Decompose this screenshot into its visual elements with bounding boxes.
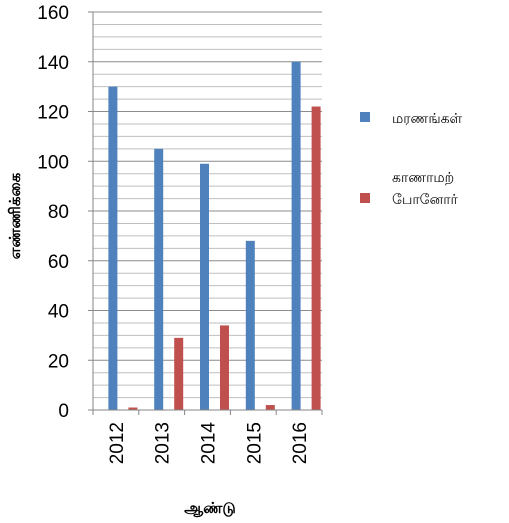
y-tick-label: 140 (37, 53, 69, 74)
bars (108, 61, 321, 411)
bar-2016-series-2 (311, 106, 321, 411)
y-tick-label: 0 (58, 401, 69, 422)
bar-2012-series-2 (128, 407, 138, 410)
bar-2015-series-1 (245, 240, 255, 410)
y-tick-labels: 0 20 40 60 80 100 120 140 160 (37, 3, 93, 422)
legend: மரணங்கள் காணாமற் போனோர் (360, 111, 463, 208)
bar-2014-series-1 (200, 163, 209, 410)
legend-label-series-2: காணாமற் போனோர் (392, 170, 459, 208)
x-tick-labels: 2012 2013 2014 2015 2016 (92, 410, 323, 465)
x-tick-label: 2014 (199, 422, 220, 465)
legend-swatch-series-2 (360, 193, 370, 203)
legend-swatch-series-1 (360, 112, 370, 122)
bar-2016-series-1 (291, 61, 301, 410)
x-tick-label: 2013 (153, 422, 174, 464)
x-tick-label: 2012 (107, 422, 128, 464)
y-tick-label: 40 (48, 302, 69, 323)
x-axis-title: ஆண்டு (184, 499, 235, 517)
legend-label-series-1: மரணங்கள் (392, 111, 463, 127)
bar-2013-series-1 (154, 148, 164, 410)
bar-2014-series-2 (220, 325, 229, 410)
y-tick-label: 160 (37, 3, 69, 24)
y-tick-label: 100 (37, 152, 69, 173)
x-tick-label: 2016 (290, 422, 311, 464)
bar-2012-series-1 (108, 86, 118, 410)
y-tick-label: 120 (37, 103, 69, 124)
y-axis-title: எண்ணிக்கை (6, 172, 24, 259)
y-tick-label: 20 (48, 351, 69, 372)
x-tick-label: 2015 (244, 422, 265, 464)
y-tick-label: 80 (48, 202, 69, 223)
y-tick-label: 60 (48, 252, 69, 273)
bar-2013-series-2 (174, 337, 184, 410)
bar-2015-series-2 (265, 405, 275, 410)
